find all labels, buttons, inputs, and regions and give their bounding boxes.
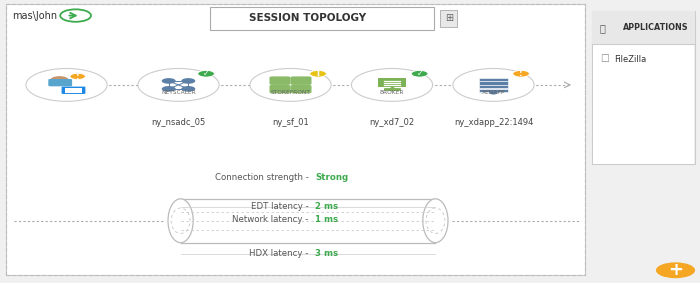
Text: ✓: ✓ [203,69,209,78]
Text: Network latency -: Network latency - [232,215,312,224]
FancyBboxPatch shape [62,87,85,94]
FancyBboxPatch shape [65,88,82,93]
Text: !: ! [519,69,523,78]
Circle shape [70,73,85,80]
FancyBboxPatch shape [270,85,290,93]
Text: 1 ms: 1 ms [315,215,338,224]
Text: EDT latency -: EDT latency - [251,202,312,211]
FancyBboxPatch shape [290,85,312,93]
Circle shape [309,70,326,77]
Ellipse shape [423,199,448,243]
Text: STOREFRONT: STOREFRONT [271,90,310,95]
Text: ✓: ✓ [416,69,423,78]
FancyBboxPatch shape [181,199,435,243]
Circle shape [26,68,107,101]
Circle shape [512,70,529,77]
FancyBboxPatch shape [290,76,312,85]
Text: 🗀: 🗀 [600,23,606,33]
Text: 2 ms: 2 ms [315,202,338,211]
Text: i: i [316,69,320,78]
Text: ny_nsadc_05: ny_nsadc_05 [151,118,206,127]
Circle shape [351,68,433,101]
Text: mas\John: mas\John [13,10,57,21]
FancyBboxPatch shape [592,11,695,44]
Circle shape [197,70,214,77]
Circle shape [138,68,219,101]
Text: +: + [668,261,683,279]
Circle shape [250,68,331,101]
FancyBboxPatch shape [48,79,72,86]
FancyBboxPatch shape [593,12,694,164]
FancyBboxPatch shape [479,81,508,85]
Circle shape [656,262,695,278]
Text: ny_sf_01: ny_sf_01 [272,118,309,127]
Ellipse shape [168,199,193,243]
Circle shape [50,76,69,83]
Text: Connection strength -: Connection strength - [215,173,312,182]
Text: APPLICATIONS: APPLICATIONS [623,23,689,32]
Text: BROKER: BROKER [380,90,405,95]
Circle shape [453,68,534,101]
Text: ⊞: ⊞ [444,13,453,23]
Text: NETSCALER: NETSCALER [161,90,196,95]
FancyBboxPatch shape [479,78,508,81]
Circle shape [489,91,498,95]
FancyBboxPatch shape [210,7,434,30]
Text: SESSION TOPOLOGY: SESSION TOPOLOGY [249,13,367,23]
Text: HDX latency -: HDX latency - [249,249,312,258]
Text: XENAPP: XENAPP [482,90,505,95]
FancyBboxPatch shape [592,11,695,164]
Text: Strong: Strong [315,173,348,182]
Text: 3 ms: 3 ms [315,249,338,258]
Text: ny_xd7_02: ny_xd7_02 [370,118,414,127]
Text: ny_xdapp_22:1494: ny_xdapp_22:1494 [454,118,533,127]
Text: FileZilla: FileZilla [614,55,646,64]
FancyBboxPatch shape [378,78,406,87]
FancyBboxPatch shape [440,10,457,27]
Circle shape [162,86,176,92]
Circle shape [181,86,195,92]
Circle shape [162,78,176,84]
Text: !: ! [76,72,80,81]
Text: ☐: ☐ [600,54,608,65]
FancyBboxPatch shape [479,89,508,92]
Circle shape [181,78,195,84]
FancyBboxPatch shape [270,76,290,85]
Circle shape [411,70,428,77]
FancyBboxPatch shape [479,85,508,88]
FancyBboxPatch shape [6,4,585,275]
